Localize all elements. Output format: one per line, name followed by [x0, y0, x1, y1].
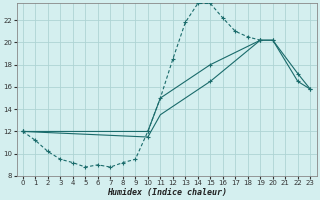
X-axis label: Humidex (Indice chaleur): Humidex (Indice chaleur) — [107, 188, 227, 197]
